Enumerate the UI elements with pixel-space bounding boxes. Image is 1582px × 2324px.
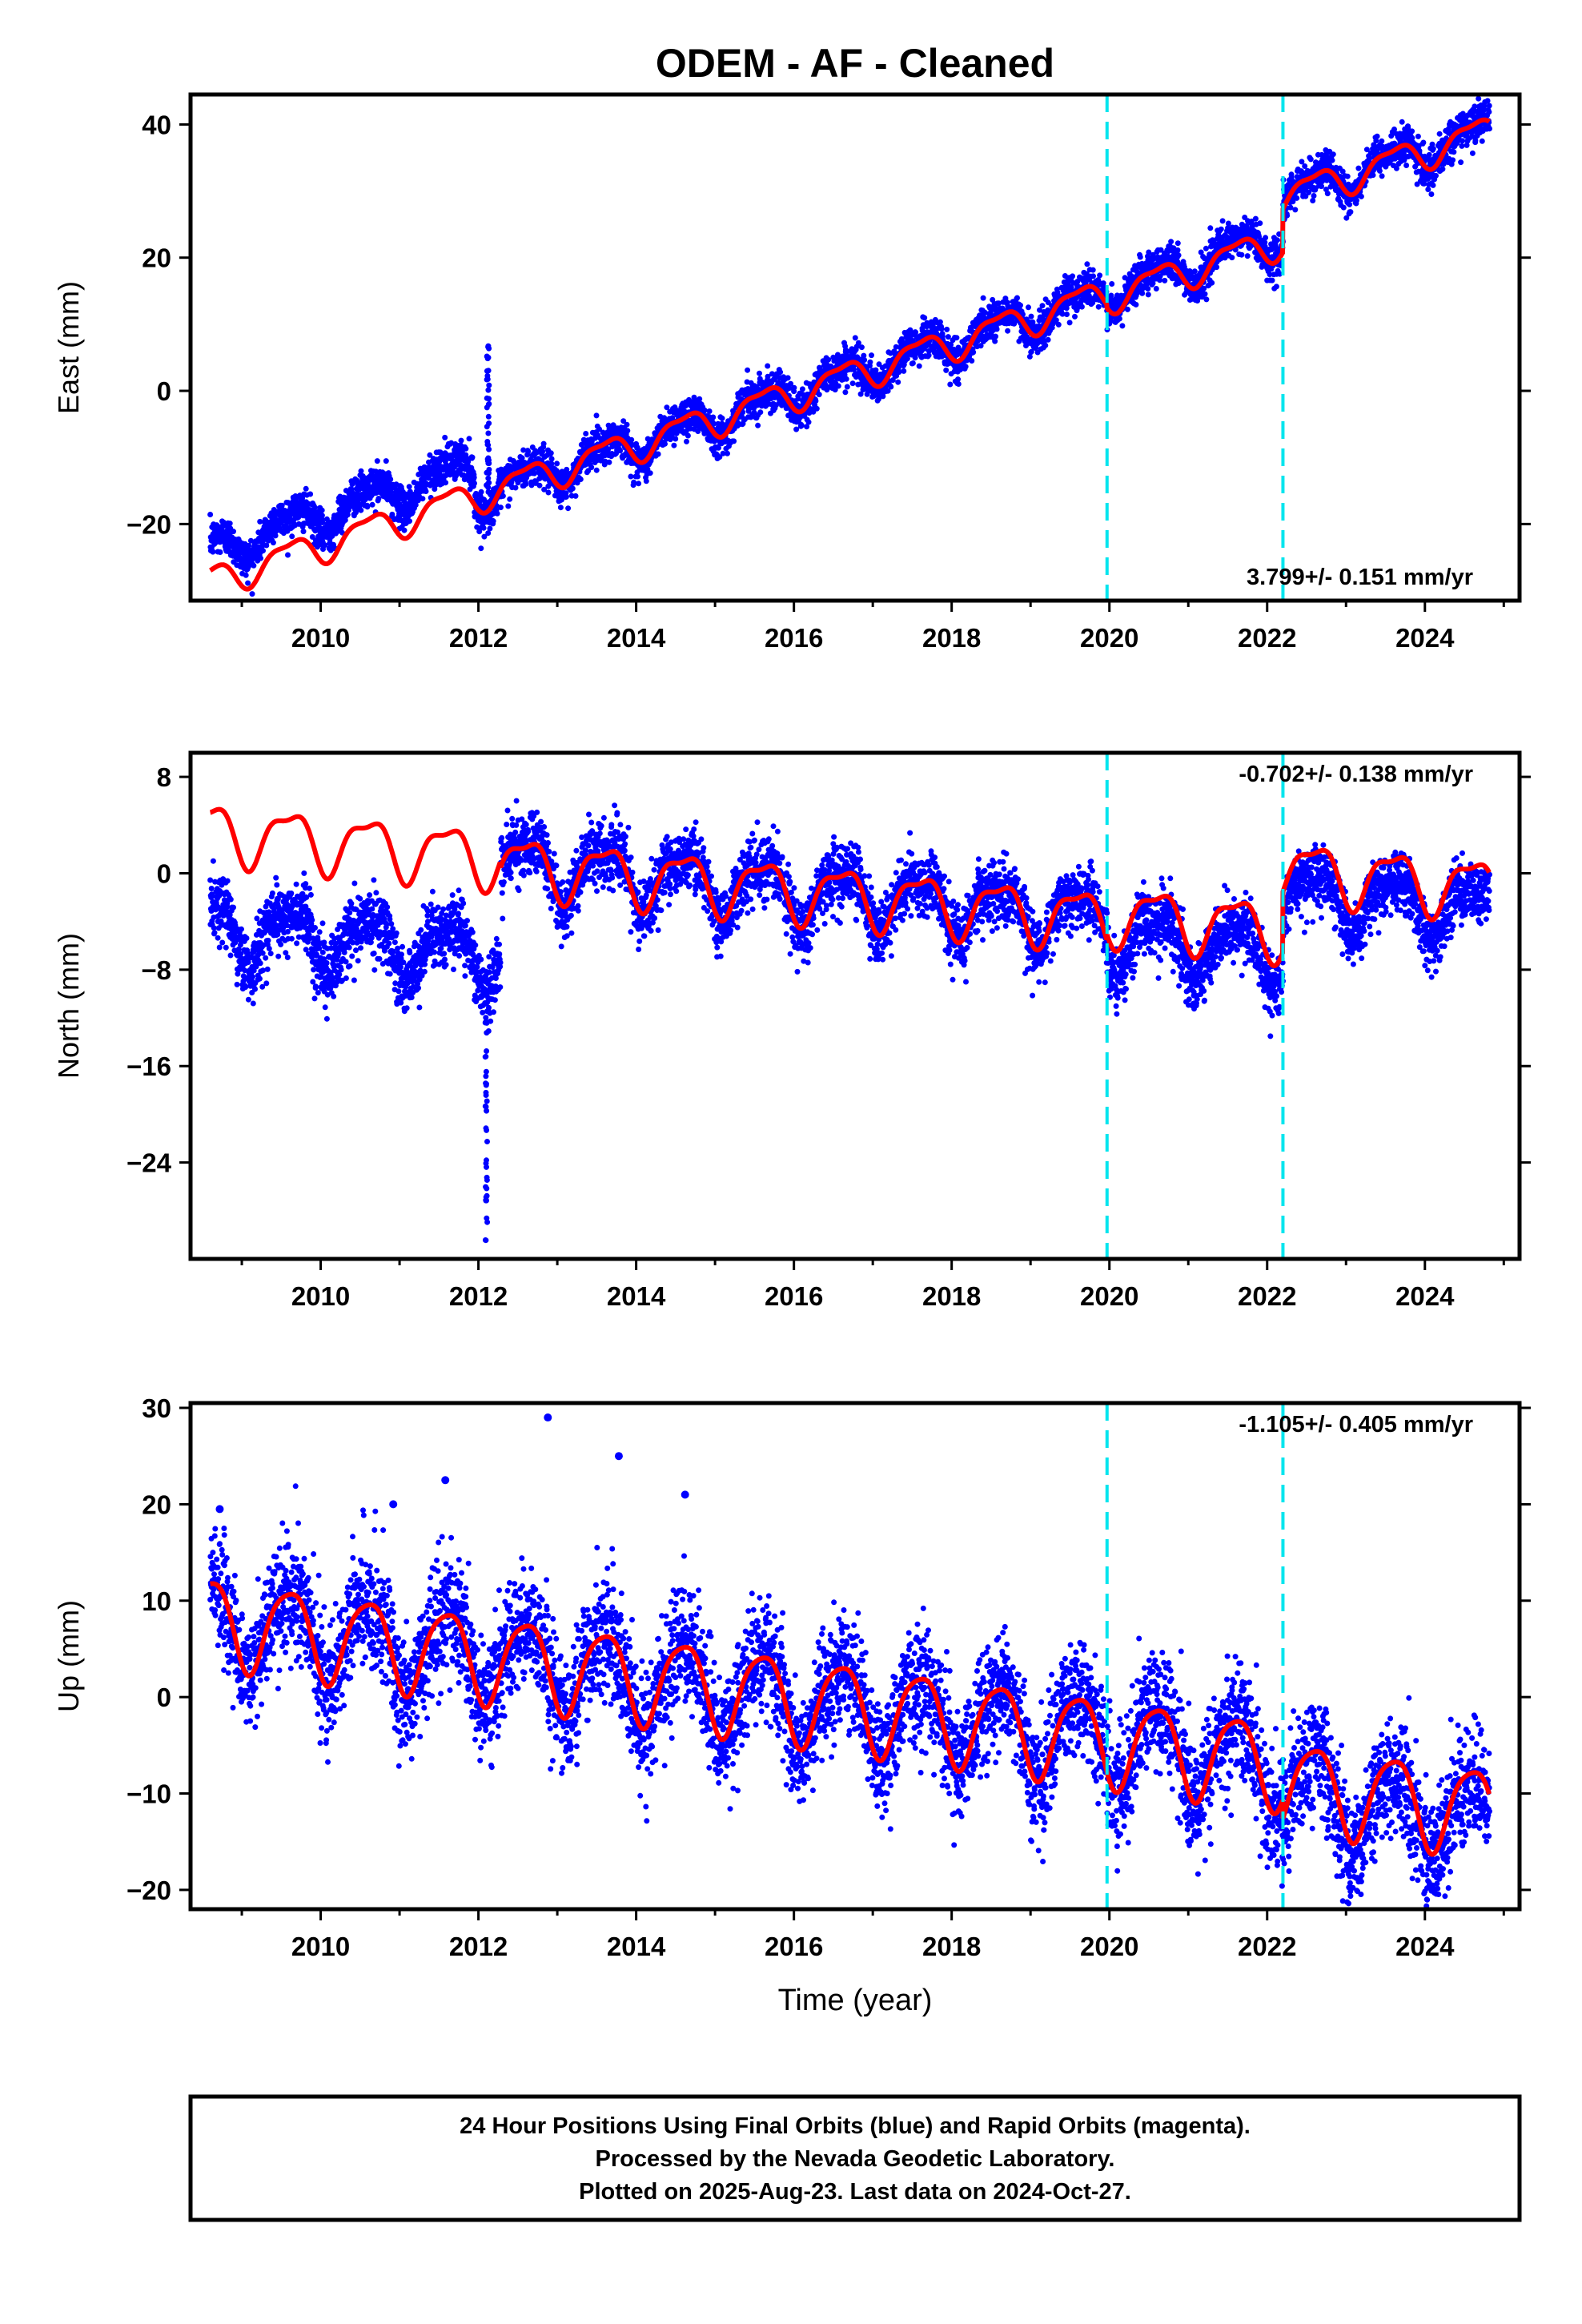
north-y-tick-label: −24 bbox=[126, 1148, 172, 1178]
up-y-tick-label: 20 bbox=[142, 1490, 171, 1519]
east-x-tick-label: 2016 bbox=[765, 623, 823, 653]
east-data-points bbox=[207, 95, 1493, 597]
north-data-points bbox=[207, 798, 1493, 1244]
east-x-tick-label: 2024 bbox=[1395, 623, 1455, 653]
east-x-tick-label: 2010 bbox=[291, 623, 350, 653]
north-points bbox=[207, 798, 1493, 1244]
north-x-tick-label: 2016 bbox=[765, 1281, 823, 1311]
east-x-tick-label: 2018 bbox=[922, 623, 981, 653]
east-plot-area bbox=[207, 94, 1493, 601]
up-x-tick-label: 2012 bbox=[449, 1932, 508, 1961]
up-outlier-point bbox=[614, 1452, 623, 1461]
north-frame bbox=[188, 750, 1522, 1261]
north-x-tick-label: 2018 bbox=[922, 1281, 981, 1311]
east-x-tick-label: 2020 bbox=[1080, 623, 1138, 653]
north-x-tick-label: 2020 bbox=[1080, 1281, 1138, 1311]
north-x-tick-label: 2014 bbox=[607, 1281, 666, 1311]
up-x-tick-label: 2018 bbox=[922, 1932, 981, 1961]
footer-box: 24 Hour Positions Using Final Orbits (bl… bbox=[188, 2094, 1522, 2222]
east-x-tick-label: 2022 bbox=[1238, 623, 1296, 653]
up-y-axis-label: Up (mm) bbox=[52, 1600, 85, 1712]
north-x-tick-label: 2024 bbox=[1395, 1281, 1455, 1311]
up-y-tick-label: −10 bbox=[126, 1779, 171, 1809]
east-x-tick-label: 2012 bbox=[449, 623, 508, 653]
east-frame bbox=[188, 92, 1522, 603]
panel-east: 2010 2012 2014 2016 2018 2020 2022 2024 −20 0 20 40… bbox=[52, 92, 1531, 653]
up-x-tick-label: 2024 bbox=[1395, 1932, 1455, 1961]
footer-line-3: Plotted on 2025-Aug-23. Last data on 202… bbox=[579, 2179, 1131, 2205]
east-velocity-label: 3.799+/- 0.151 mm/yr bbox=[1247, 565, 1473, 590]
up-y-tick-label: 0 bbox=[157, 1683, 171, 1712]
east-y-tick-label: −20 bbox=[126, 509, 171, 539]
up-outlier-point bbox=[215, 1505, 224, 1514]
east-y-tick-label: 0 bbox=[157, 376, 171, 406]
east-model-curve bbox=[209, 117, 1491, 592]
up-y-tick-label: 10 bbox=[142, 1586, 171, 1616]
panel-north: 2010 2012 2014 2016 2018 2020 2022 2024 −24 −16 −8… bbox=[52, 750, 1531, 1311]
up-y-tick-label: 30 bbox=[142, 1393, 171, 1423]
up-outlier-point bbox=[441, 1476, 450, 1485]
north-model-curve bbox=[209, 806, 1492, 968]
north-y-tick-label: 0 bbox=[157, 858, 171, 888]
east-x-tick-label: 2014 bbox=[607, 623, 666, 653]
up-outlier-point bbox=[544, 1413, 552, 1422]
east-y-tick-label: 20 bbox=[142, 243, 171, 273]
north-x-tick-label: 2022 bbox=[1238, 1281, 1296, 1311]
up-x-tick-label: 2016 bbox=[765, 1932, 823, 1961]
east-y-tick-label: 40 bbox=[142, 110, 171, 139]
x-axis-label: Time (year) bbox=[778, 1984, 933, 2017]
up-points bbox=[207, 1483, 1492, 1909]
up-x-tick-label: 2010 bbox=[291, 1932, 350, 1961]
east-y-axis-label: East (mm) bbox=[52, 281, 85, 414]
up-model-curve bbox=[210, 1581, 1492, 1857]
north-plot-area bbox=[207, 753, 1493, 1259]
north-velocity-label: -0.702+/- 0.138 mm/yr bbox=[1239, 762, 1473, 787]
chart-title: ODEM - AF - Cleaned bbox=[656, 41, 1054, 86]
north-y-axis-label: North (mm) bbox=[52, 933, 85, 1079]
north-y-tick-label: −8 bbox=[141, 955, 171, 985]
up-outlier-point bbox=[389, 1500, 398, 1509]
up-plot-area bbox=[207, 1403, 1492, 1909]
up-x-tick-label: 2014 bbox=[607, 1932, 666, 1961]
footer-line-1: 24 Hour Positions Using Final Orbits (bl… bbox=[460, 2113, 1251, 2139]
panel-up: 2010 2012 2014 2016 2018 2020 2022 2024 −20 −10 0 1… bbox=[52, 1393, 1531, 1961]
footer-line-2: Processed by the Nevada Geodetic Laborat… bbox=[596, 2146, 1115, 2172]
footer-border bbox=[188, 2094, 1522, 2222]
north-y-tick-label: −16 bbox=[126, 1051, 171, 1081]
north-y-tick-label: 8 bbox=[157, 762, 171, 792]
up-frame bbox=[188, 1401, 1522, 1912]
up-outlier-point bbox=[681, 1490, 689, 1499]
east-points bbox=[207, 95, 1493, 597]
north-x-tick-label: 2010 bbox=[291, 1281, 350, 1311]
up-x-tick-label: 2020 bbox=[1080, 1932, 1138, 1961]
up-x-tick-label: 2022 bbox=[1238, 1932, 1296, 1961]
up-data-points bbox=[207, 1413, 1492, 1909]
north-x-tick-label: 2012 bbox=[449, 1281, 508, 1311]
up-y-tick-label: −20 bbox=[126, 1876, 171, 1905]
up-velocity-label: -1.105+/- 0.405 mm/yr bbox=[1239, 1412, 1473, 1437]
